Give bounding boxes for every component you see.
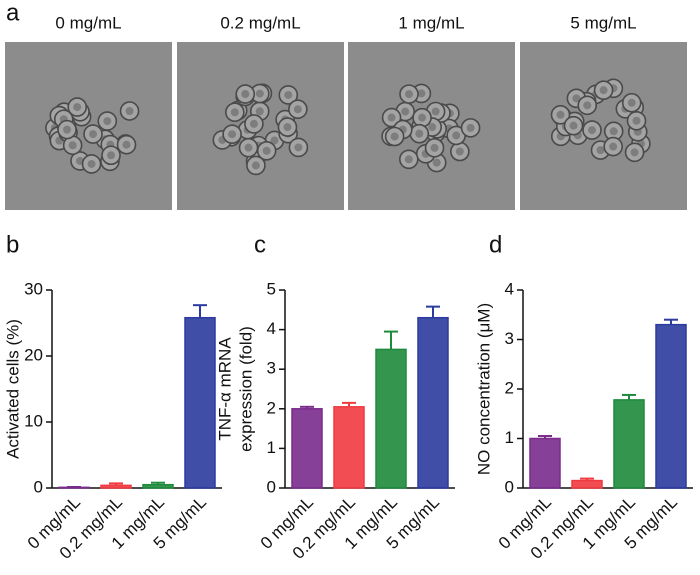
- bar: [613, 399, 645, 489]
- bar: [375, 348, 407, 489]
- cell-core: [122, 140, 131, 149]
- image-label: 0 mg/mL: [55, 13, 121, 32]
- y-tick-label: 2: [505, 378, 514, 397]
- image-label: 1 mg/mL: [398, 13, 464, 32]
- cell-core: [283, 123, 292, 132]
- image-label: 0.2 mg/mL: [220, 13, 300, 32]
- cell-core: [255, 89, 264, 98]
- cell-core: [390, 132, 399, 141]
- cell-core: [228, 130, 237, 139]
- panel-label: c: [254, 231, 266, 258]
- cell-core: [428, 123, 437, 132]
- cell-core: [230, 108, 239, 117]
- y-tick-label: 1: [267, 438, 276, 457]
- cell-core: [569, 121, 578, 130]
- cell-core: [588, 126, 597, 135]
- bar: [529, 437, 561, 489]
- bar: [184, 316, 216, 489]
- cell-core: [630, 148, 639, 157]
- image-label: 5 mg/mL: [570, 13, 636, 32]
- cell-core: [73, 103, 82, 112]
- bar: [417, 316, 449, 489]
- cell-core: [599, 86, 608, 95]
- cell-core: [556, 110, 565, 119]
- bar: [142, 483, 174, 489]
- y-tick-label: 4: [267, 319, 276, 338]
- y-axis-label: NO concentration (μM): [474, 303, 493, 475]
- y-tick-label: 4: [505, 279, 514, 298]
- cell-core: [103, 117, 112, 126]
- cell-core: [609, 127, 618, 136]
- cell-core: [270, 136, 279, 145]
- cell-core: [609, 142, 618, 151]
- cell-core: [596, 146, 605, 155]
- y-tick-label: 0: [267, 477, 276, 496]
- cell-core: [632, 116, 641, 125]
- cell-core: [627, 98, 636, 107]
- y-tick-label: 0: [505, 477, 514, 496]
- cell-core: [583, 101, 592, 110]
- y-tick-label: 3: [505, 329, 514, 348]
- cell-core: [255, 107, 264, 116]
- panel-label: a: [6, 0, 20, 26]
- cell-core: [63, 125, 72, 134]
- cell-core: [405, 90, 414, 99]
- y-axis-label: Activated cells (%): [3, 319, 22, 459]
- y-tick-label: 5: [267, 279, 276, 298]
- bar: [100, 484, 132, 489]
- cell-core: [262, 146, 271, 155]
- cell-core: [401, 107, 410, 116]
- cell-core: [294, 143, 303, 152]
- cell-core: [284, 90, 293, 99]
- bar: [571, 479, 603, 489]
- cell-core: [125, 107, 134, 116]
- y-tick-label: 1: [505, 428, 514, 447]
- cell-core: [244, 143, 253, 152]
- cell-core: [89, 130, 98, 139]
- panel-label: d: [489, 231, 502, 258]
- micrograph: [520, 42, 687, 210]
- cell-core: [387, 113, 396, 122]
- y-axis-label: TNF-α mRNA: [215, 337, 234, 441]
- y-tick-label: 2: [267, 398, 276, 417]
- cell-core: [455, 147, 464, 156]
- cell-core: [415, 129, 424, 138]
- y-tick-label: 20: [24, 345, 43, 364]
- cell-core: [241, 90, 250, 99]
- cell-core: [417, 89, 426, 98]
- y-tick-label: 30: [24, 279, 43, 298]
- cell-core: [249, 119, 258, 128]
- y-axis-label: expression (fold): [236, 326, 255, 452]
- cell-core: [572, 94, 581, 103]
- cell-core: [452, 131, 461, 140]
- cell-core: [251, 161, 260, 170]
- bar: [655, 323, 687, 489]
- cell-core: [404, 155, 413, 164]
- y-tick-label: 10: [24, 411, 43, 430]
- y-tick-label: 0: [34, 477, 43, 496]
- cell-core: [432, 158, 441, 167]
- panel-label: b: [6, 231, 19, 258]
- y-tick-label: 3: [267, 359, 276, 378]
- cell-core: [466, 123, 475, 132]
- cell-core: [107, 151, 116, 160]
- bar: [291, 408, 323, 489]
- cell-core: [293, 105, 302, 114]
- cell-core: [87, 159, 96, 168]
- cell-core: [68, 141, 77, 150]
- cell-core: [431, 107, 440, 116]
- cell-core: [418, 113, 427, 122]
- bar: [333, 406, 365, 489]
- cell-core: [430, 143, 439, 152]
